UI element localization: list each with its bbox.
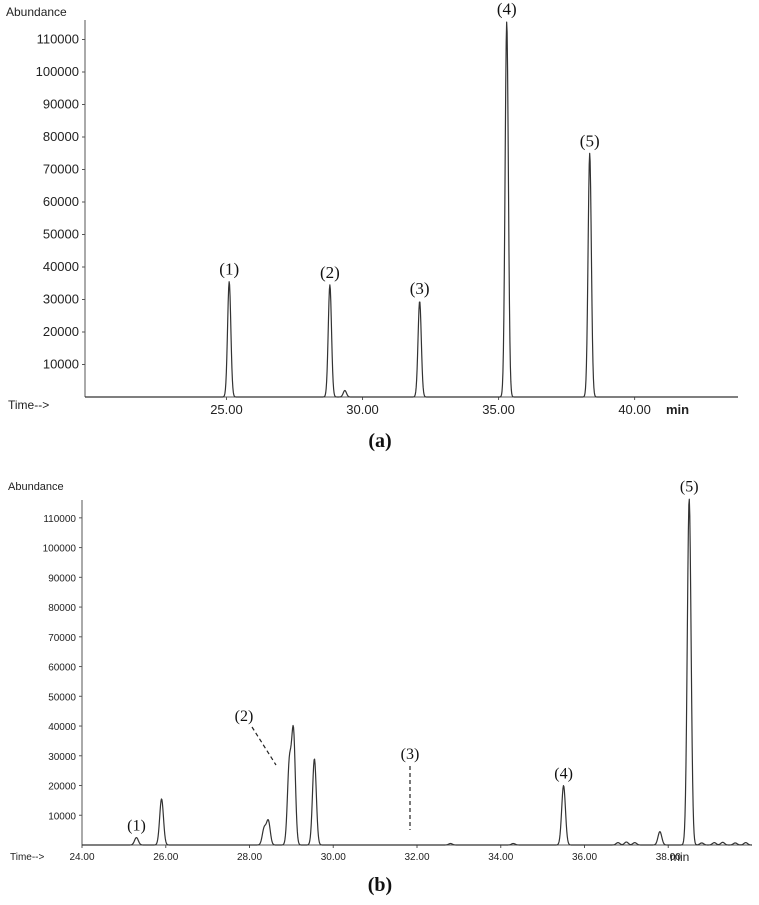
y-tick-label: 90000 — [48, 573, 76, 584]
y-tick-label: 80000 — [48, 603, 76, 614]
peak-label: (4) — [497, 0, 517, 19]
y-axis-label-b: Abundance — [8, 481, 64, 493]
peak-label: (1) — [219, 260, 239, 279]
y-tick-label: 30000 — [48, 752, 76, 763]
y-tick-label: 40000 — [43, 259, 79, 274]
peak-label: (3) — [410, 279, 430, 298]
y-tick-label: 70000 — [48, 633, 76, 644]
y-tick-label: 100000 — [36, 64, 79, 79]
peak-labels-a: (1) (2) (3) (4) (5) — [219, 0, 599, 298]
peak-label: (3) — [401, 746, 420, 763]
peak-label: (5) — [580, 131, 600, 150]
x-tick-label: 24.00 — [69, 852, 94, 863]
y-tick-label: 60000 — [48, 663, 76, 674]
x-tick-label: 28.00 — [237, 852, 262, 863]
peak-labels-b: (1) (2) (3) (4) (5) — [127, 479, 698, 835]
y-tick-label: 90000 — [43, 97, 79, 112]
peak-label: (2) — [320, 263, 340, 282]
peak-label: (1) — [127, 818, 146, 835]
y-tick-label: 80000 — [43, 129, 79, 144]
x-tick-label: 25.00 — [210, 402, 243, 417]
peak-label: (2) — [235, 708, 254, 725]
y-tick-label: 110000 — [37, 32, 79, 47]
y-tick-label: 10000 — [48, 811, 76, 822]
y-tick-label: 70000 — [43, 162, 79, 177]
y-tick-label: 20000 — [48, 782, 76, 793]
y-tick-label: 60000 — [43, 194, 79, 209]
y-tick-label: 50000 — [43, 227, 79, 242]
chart-panel-a: Abundance Time--> min (a) 10000 20000 3000… — [6, 0, 739, 452]
trace-a — [84, 21, 739, 398]
x-tick-label: 36.00 — [572, 852, 597, 863]
x-tick-label: 30.00 — [321, 852, 346, 863]
x-tick-label: 32.00 — [404, 852, 429, 863]
chromatogram-trace — [84, 21, 739, 398]
chromatogram-trace — [81, 498, 753, 846]
y-tick-label: 50000 — [48, 692, 76, 703]
chart-panel-b: Abundance Time--> min (b) 10000 20000 3000… — [8, 479, 753, 896]
panel-label-a: (a) — [368, 430, 391, 452]
y-tick-label: 30000 — [43, 292, 79, 307]
panel-label-b: (b) — [368, 874, 392, 896]
x-axis-prefix-a: Time--> — [8, 398, 49, 412]
x-tick-label: 38.00 — [656, 852, 681, 863]
y-tick-label: 10000 — [43, 357, 79, 372]
x-tick-label: 34.00 — [488, 852, 513, 863]
x-axis-prefix-b: Time--> — [10, 852, 45, 863]
y-tick-label: 110000 — [43, 514, 76, 525]
y-tick-label: 100000 — [43, 544, 77, 555]
y-tick-label: 40000 — [48, 722, 76, 733]
x-tick-label: 30.00 — [346, 402, 379, 417]
peak-label: (4) — [554, 766, 573, 783]
x-axis-unit-a: min — [666, 402, 689, 417]
peak-leader-line — [251, 726, 277, 766]
x-tick-label: 26.00 — [153, 852, 178, 863]
axes-a — [84, 20, 738, 398]
x-tick-label: 35.00 — [482, 402, 515, 417]
ticks-b: 10000 20000 30000 40000 50000 60000 70000 80000… — [43, 514, 682, 863]
axes-b — [81, 500, 752, 846]
y-axis-label-a: Abundance — [6, 5, 67, 19]
x-axis-unit-b: min — [670, 850, 689, 864]
trace-b — [81, 498, 753, 846]
y-tick-label: 20000 — [43, 324, 79, 339]
x-tick-label: 40.00 — [618, 402, 651, 417]
ticks-a: 10000 20000 30000 40000 50000 60000 70000 80000… — [36, 32, 651, 418]
peak-label: (5) — [680, 479, 699, 496]
